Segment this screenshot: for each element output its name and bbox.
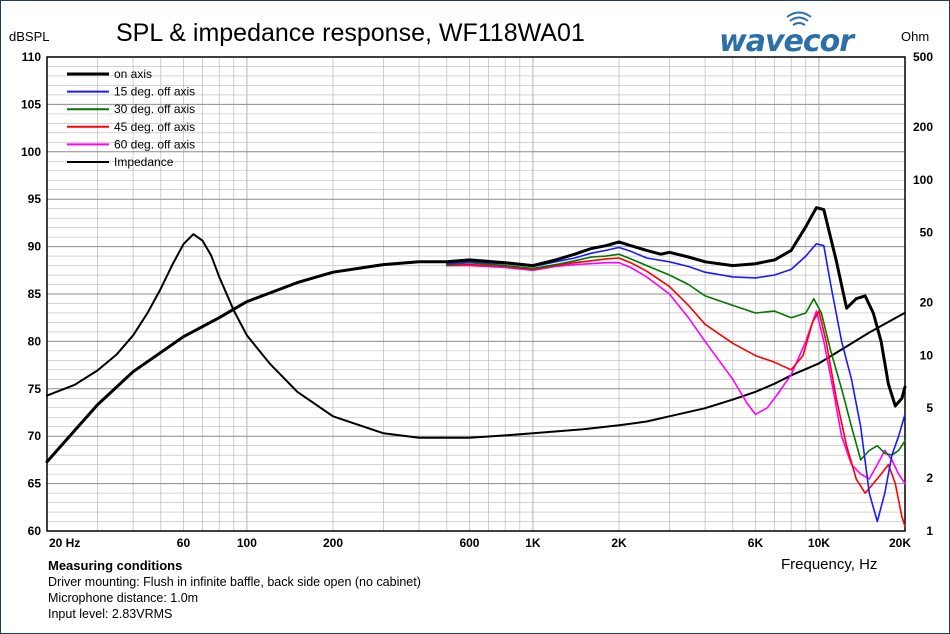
legend-label: 45 deg. off axis <box>114 120 195 134</box>
y-tick-labels: 1101051009590858075706560500200100502010… <box>21 50 933 538</box>
grid-layer <box>47 57 905 531</box>
y-left-tick-label: 95 <box>28 192 42 206</box>
y-right-unit: Ohm <box>901 29 929 44</box>
y-left-tick-label: 90 <box>28 240 42 254</box>
conditions-line: Input level: 2.83VRMS <box>48 607 172 621</box>
y-right-tick-label: 10 <box>920 348 934 362</box>
x-tick-label: 60 <box>177 536 191 550</box>
series-line-45-deg-off-axis <box>445 257 906 528</box>
legend-label: 60 deg. off axis <box>114 137 195 151</box>
y-right-tick-label: 20 <box>920 296 934 310</box>
logo-wave-mark <box>786 11 812 26</box>
measuring-conditions: Measuring conditions Driver mounting: Fl… <box>48 558 421 621</box>
y-left-tick-label: 60 <box>28 524 42 538</box>
series-line-60-deg-off-axis <box>445 261 906 485</box>
series-line-impedance <box>46 233 906 439</box>
legend-label: 30 deg. off axis <box>114 102 195 116</box>
x-tick-label: 600 <box>459 536 479 550</box>
legend: on axis 15 deg. off axis 30 deg. off axis 4… <box>67 67 195 169</box>
wavecor-logo: wavecor <box>719 11 857 59</box>
x-axis-label: Frequency, Hz <box>781 556 877 573</box>
series-line-15-deg-off-axis <box>445 243 906 523</box>
series-line-on-axis <box>45 206 907 464</box>
y-right-tick-label: 5 <box>926 401 933 415</box>
x-tick-label: 100 <box>237 536 257 550</box>
legend-label: on axis <box>114 67 152 81</box>
x-tick-label: 20 Hz <box>49 536 80 550</box>
conditions-title: Measuring conditions <box>48 558 182 573</box>
x-tick-label: 200 <box>323 536 343 550</box>
y-right-tick-label: 100 <box>913 173 933 187</box>
y-right-tick-label: 50 <box>920 226 934 240</box>
conditions-line: Microphone distance: 1.0m <box>48 591 198 605</box>
y-left-tick-label: 75 <box>28 382 42 396</box>
chart-title: SPL & impedance response, WF118WA01 <box>116 19 585 47</box>
y-right-tick-label: 200 <box>913 120 933 134</box>
y-left-unit: dBSPL <box>9 29 49 44</box>
y-right-tick-label: 1 <box>926 524 933 538</box>
y-right-tick-label: 2 <box>926 471 933 485</box>
x-tick-label: 6K <box>748 536 764 550</box>
y-left-tick-label: 85 <box>28 287 42 301</box>
x-tick-labels: 20 Hz 60 100 200 600 1K 2K 6K 10K 20K <box>49 536 911 550</box>
series-line-30-deg-off-axis <box>445 253 906 461</box>
y-left-tick-label: 65 <box>28 477 42 491</box>
y-right-tick-label: 500 <box>913 50 933 64</box>
y-left-tick-label: 110 <box>22 50 42 64</box>
y-left-tick-label: 70 <box>28 429 42 443</box>
legend-label: 15 deg. off axis <box>114 85 195 99</box>
logo-text: wavecor <box>719 24 856 59</box>
x-tick-label: 1K <box>525 536 541 550</box>
y-left-tick-label: 80 <box>28 334 42 348</box>
legend-label: Impedance <box>114 155 174 169</box>
plot-border <box>46 56 906 532</box>
x-tick-label: 20K <box>889 536 911 550</box>
y-left-tick-label: 100 <box>21 145 41 159</box>
series-layer <box>45 206 907 528</box>
y-left-tick-label: 105 <box>21 97 41 111</box>
x-tick-label: 2K <box>611 536 627 550</box>
x-tick-label: 10K <box>808 536 830 550</box>
conditions-line: Driver mounting: Flush in infinite baffl… <box>48 575 421 589</box>
